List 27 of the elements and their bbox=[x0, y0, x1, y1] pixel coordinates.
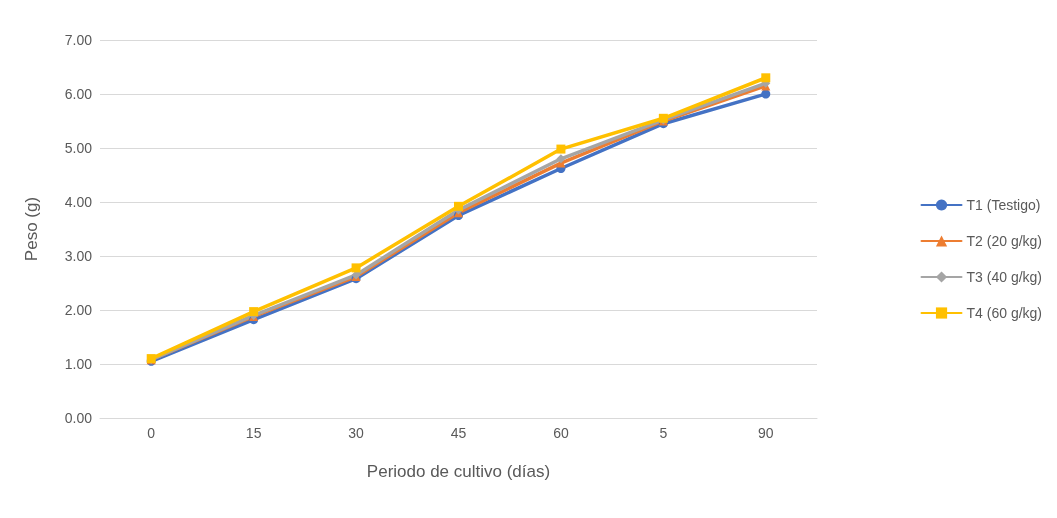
legend-label: T4 (60 g/kg) bbox=[966, 305, 1043, 321]
legend-label: T1 (Testigo) bbox=[966, 197, 1041, 213]
point bbox=[556, 154, 566, 164]
x-tick-label: 60 bbox=[553, 425, 569, 441]
x-tick-label: 15 bbox=[245, 425, 262, 441]
x-axis-title: Periodo de cultivo (días) bbox=[366, 462, 551, 481]
point bbox=[454, 201, 463, 211]
legend-label: T2 (20 g/kg) bbox=[966, 233, 1043, 249]
y-tick-label: 1.00 bbox=[64, 356, 93, 372]
y-tick-label: 0.00 bbox=[64, 410, 93, 426]
legend-label: T3 (40 g/kg) bbox=[966, 269, 1043, 285]
point bbox=[556, 144, 566, 154]
x-tick-label: 0 bbox=[147, 425, 156, 441]
x-tick-label: 5 bbox=[659, 425, 668, 441]
y-tick-label: 2.00 bbox=[64, 302, 93, 318]
y-tick-label: 4.00 bbox=[64, 194, 93, 210]
point bbox=[761, 73, 771, 83]
y-tick-label: 5.00 bbox=[64, 140, 93, 156]
point bbox=[761, 89, 771, 99]
y-tick-label: 7.00 bbox=[64, 32, 93, 48]
x-tick-label: 45 bbox=[450, 425, 467, 441]
x-tick-label: 30 bbox=[348, 425, 365, 441]
point bbox=[351, 263, 361, 273]
y-axis-title: Peso (g) bbox=[22, 196, 41, 262]
x-tick-label: 90 bbox=[758, 425, 774, 441]
y-tick-label: 3.00 bbox=[64, 248, 93, 264]
y-tick-label: 6.00 bbox=[64, 86, 93, 102]
